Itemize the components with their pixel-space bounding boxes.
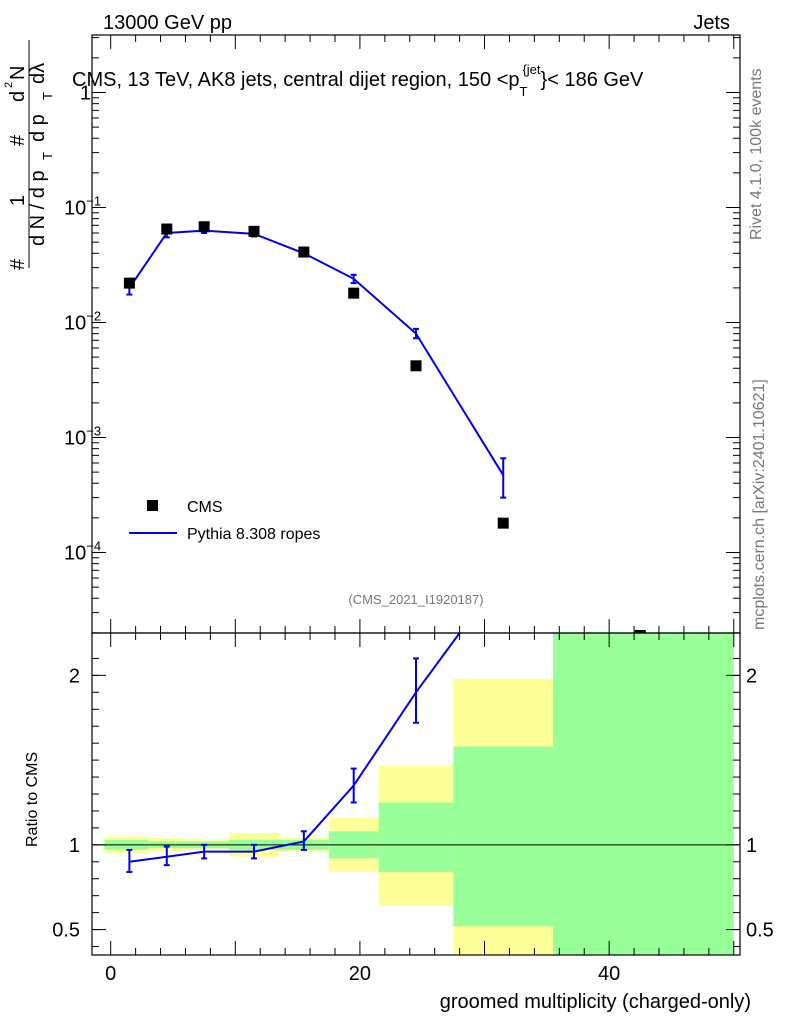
ratio-y-tick-label: 1 — [69, 835, 80, 857]
svg-text:d p: d p — [27, 114, 49, 142]
x-tick-label: 40 — [598, 963, 620, 985]
main-y-tick-label: 10−2 — [64, 309, 101, 335]
rivet-version-label: Rivet 4.1.0, 100k events — [748, 68, 765, 240]
ratio-y-tick-label: 0.5 — [52, 920, 80, 942]
main-plot-marks — [123, 221, 646, 633]
analysis-id-label: (CMS_2021_I1920187) — [348, 592, 483, 607]
x-tick-label: 20 — [349, 963, 371, 985]
ratio-plot-marks — [126, 633, 461, 873]
legend: CMS Pythia 8.308 ropes — [129, 499, 320, 543]
main-y-axis-label: # 1 d N / d p T # d 2 N d p T dλ — [3, 40, 55, 270]
energy-label: 13000 GeV pp — [103, 12, 232, 34]
cms-data-point — [198, 221, 210, 233]
svg-text:#: # — [7, 258, 29, 270]
ratio-y-tick-label-right: 2 — [746, 665, 757, 687]
main-y-tick-label: 10−4 — [64, 539, 101, 565]
svg-text:1: 1 — [7, 195, 29, 206]
ratio-y-tick-label-right: 0.5 — [746, 920, 774, 942]
axes: 110−110−210−310−40.5 0.51 12 20 20 40 — [52, 34, 774, 985]
main-y-tick-label: 10−3 — [64, 424, 101, 450]
svg-text:N: N — [7, 66, 29, 80]
x-tick-label: 0 — [105, 963, 116, 985]
main-y-tick-label: 1 — [80, 83, 91, 105]
cms-data-point — [123, 277, 135, 289]
ratio-uncertainty-bands — [92, 633, 740, 955]
svg-text:2: 2 — [3, 82, 15, 88]
svg-text:d: d — [7, 91, 29, 102]
main-y-tick-label: 10−1 — [64, 194, 101, 220]
svg-text:dλ: dλ — [27, 63, 49, 84]
stat-uncertainty-band — [553, 633, 734, 955]
stat-uncertainty-band — [453, 746, 554, 927]
plot-title: CMS, 13 TeV, AK8 jets, central dijet reg… — [72, 62, 644, 99]
pythia-line — [128, 229, 505, 476]
cms-data-point — [497, 517, 509, 529]
svg-text:#: # — [7, 134, 29, 146]
category-label: Jets — [693, 12, 730, 34]
cms-data-point — [410, 360, 422, 372]
ratio-y-axis-label: Ratio to CMS — [24, 752, 41, 847]
x-axis-label: groomed multiplicity (charged-only) — [440, 991, 751, 1013]
legend-pythia-label: Pythia 8.308 ropes — [187, 526, 320, 543]
ratio-line — [129, 633, 461, 863]
cms-data-point — [248, 225, 260, 237]
cms-data-point — [161, 223, 173, 235]
cms-data-point — [298, 246, 310, 258]
svg-text:T: T — [40, 92, 55, 100]
legend-cms-marker — [147, 500, 158, 511]
legend-cms-label: CMS — [187, 499, 223, 516]
ratio-y-tick-label: 2 — [69, 665, 80, 687]
svg-text:T: T — [40, 152, 55, 160]
ratio-y-tick-label-right: 1 — [746, 835, 757, 857]
stat-uncertainty-band — [378, 802, 454, 872]
svg-text:d N / d p: d N / d p — [27, 170, 49, 246]
cms-data-point — [348, 287, 360, 299]
cms-data-point — [634, 630, 646, 633]
mcplots-label: mcplots.cern.ch [arXiv:2401.10621] — [751, 379, 768, 630]
